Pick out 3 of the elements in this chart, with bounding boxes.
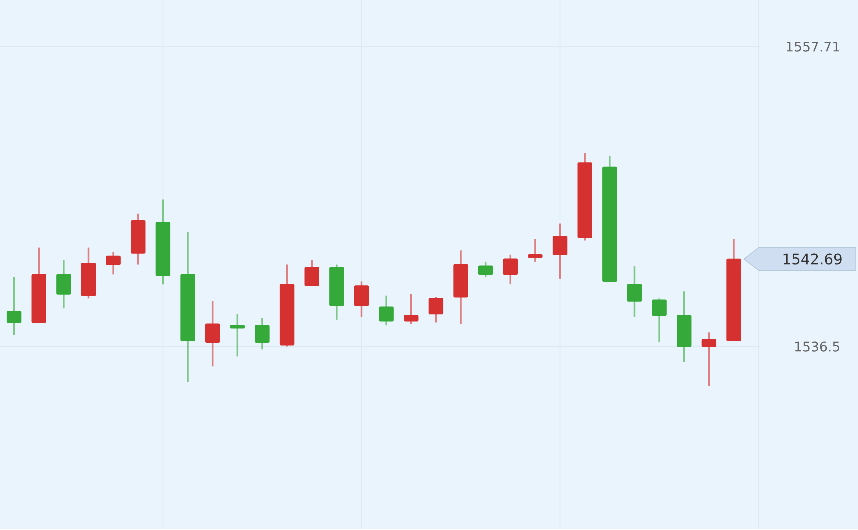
text: 1542.69 [784, 254, 842, 266]
y-tick-label: 1536.5 [795, 342, 840, 352]
y-tick-label: 1557.71 [787, 42, 840, 52]
